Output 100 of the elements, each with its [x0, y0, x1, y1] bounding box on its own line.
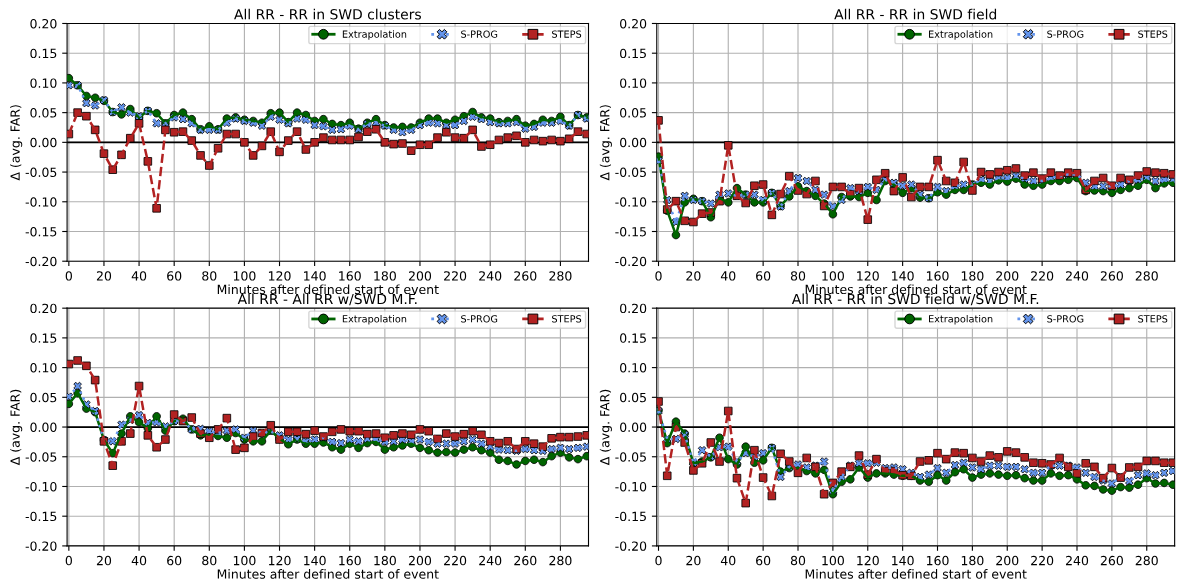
- legend-label: S-PROG: [461, 30, 498, 38]
- x-tick-label: 220: [444, 555, 467, 566]
- x-tick-label: 140: [892, 555, 914, 566]
- legend-label: STEPS: [1138, 315, 1168, 323]
- x-tick-label: 260: [1100, 555, 1123, 566]
- y-tick-label: -0.15: [25, 226, 57, 237]
- x-tick-label: 220: [444, 271, 467, 281]
- y-tick-label: -0.20: [615, 256, 647, 267]
- x-tick-label: 40: [720, 271, 736, 281]
- x-tick-label: 160: [926, 271, 949, 281]
- x-tick-label: 260: [1100, 271, 1123, 281]
- x-tick-label: 200: [996, 555, 1019, 566]
- y-tick-label: 0.00: [30, 137, 57, 148]
- x-tick-label: 160: [339, 555, 361, 566]
- y-tick-label: -0.05: [25, 167, 57, 177]
- y-tick-label: 0.00: [30, 422, 57, 432]
- x-tick-label: 40: [131, 271, 147, 281]
- x-tick-label: 280: [549, 555, 572, 566]
- x-tick-label: 60: [756, 271, 771, 281]
- x-tick-label: 80: [790, 271, 806, 281]
- x-tick-label: 100: [233, 555, 256, 566]
- chart-title: All RR - RR in SWD field w/SWD M.F.: [791, 293, 1039, 306]
- x-tick-label: 240: [1065, 271, 1089, 281]
- y-tick-label: -0.05: [615, 452, 646, 462]
- y-tick-label: 0.20: [30, 303, 57, 314]
- x-tick-label: 200: [408, 271, 432, 281]
- y-tick-label: 0.15: [30, 48, 57, 59]
- x-tick-label: 20: [686, 271, 701, 281]
- legend-label: Extrapolation: [342, 30, 407, 40]
- y-tick-label: -0.10: [615, 481, 647, 492]
- y-tick-label: -0.10: [615, 197, 647, 207]
- x-tick-label: 260: [514, 555, 537, 566]
- chart-title: All RR - RR in SWD clusters: [234, 8, 421, 20]
- legend-label: STEPS: [552, 315, 582, 323]
- x-axis-title: Minutes after defined start of event: [805, 569, 1027, 579]
- x-tick-label: 220: [1031, 271, 1054, 281]
- x-tick-label: 60: [756, 555, 771, 566]
- y-tick-label: 0.20: [620, 303, 647, 314]
- x-tick-label: 20: [686, 555, 701, 566]
- y-tick-label: 0.15: [620, 333, 646, 343]
- x-tick-label: 40: [720, 555, 736, 566]
- x-tick-label: 180: [961, 271, 984, 281]
- x-tick-label: 0: [65, 271, 72, 281]
- x-tick-label: 140: [892, 271, 914, 281]
- x-tick-label: 160: [926, 555, 949, 566]
- y-tick-label: 0.05: [30, 108, 57, 118]
- legend-label: S-PROG: [461, 315, 498, 323]
- legend-label: Extrapolation: [342, 314, 407, 325]
- y-tick-label: 0.10: [620, 363, 647, 373]
- x-tick-label: 240: [1065, 555, 1089, 566]
- y-tick-label: 0.20: [30, 18, 57, 29]
- legend-label: S-PROG: [1047, 30, 1084, 38]
- x-tick-label: 200: [996, 271, 1019, 281]
- y-tick-label: 0.05: [620, 108, 646, 118]
- x-tick-label: 60: [167, 555, 182, 566]
- y-tick-label: -0.20: [25, 256, 57, 267]
- y-tick-label: 0.15: [30, 333, 57, 343]
- x-tick-label: 0: [65, 555, 72, 566]
- y-tick-label: 0.00: [620, 422, 647, 432]
- x-tick-label: 200: [408, 555, 432, 566]
- x-tick-label: 280: [549, 271, 572, 281]
- y-tick-label: 0.10: [30, 363, 57, 373]
- x-tick-label: 180: [961, 555, 984, 566]
- legend-label: Extrapolation: [929, 314, 993, 325]
- y-tick-label: 0.05: [620, 392, 646, 403]
- x-tick-label: 120: [268, 555, 291, 566]
- y-tick-label: -0.15: [615, 511, 646, 522]
- y-tick-label: -0.05: [25, 452, 57, 462]
- x-tick-label: 80: [790, 555, 806, 566]
- y-tick-label: 0.10: [30, 78, 57, 88]
- x-tick-label: 0: [655, 271, 662, 281]
- x-tick-label: 240: [479, 555, 502, 566]
- y-tick-label: 0.00: [620, 137, 647, 148]
- legend-label: STEPS: [1138, 30, 1168, 38]
- y-tick-label: 0.15: [620, 48, 646, 59]
- y-tick-label: -0.20: [25, 541, 57, 551]
- y-tick-label: 0.10: [620, 78, 647, 88]
- x-tick-label: 220: [1031, 555, 1054, 566]
- y-axis-title: Δ (avg. FAR): [599, 105, 612, 181]
- y-axis-title: Δ (avg. FAR): [10, 389, 23, 466]
- x-tick-label: 120: [857, 271, 879, 281]
- x-tick-label: 20: [96, 271, 112, 281]
- y-tick-label: 0.20: [620, 18, 647, 29]
- x-tick-label: 140: [304, 271, 326, 281]
- x-tick-label: 100: [233, 271, 256, 281]
- y-axis-title: Δ (avg. FAR): [10, 105, 23, 181]
- x-axis-title: Minutes after defined start of event: [217, 569, 439, 579]
- x-tick-label: 40: [131, 555, 147, 566]
- y-tick-label: -0.10: [25, 197, 57, 207]
- x-tick-label: 100: [822, 271, 844, 281]
- x-tick-label: 60: [167, 271, 182, 281]
- x-tick-label: 260: [514, 271, 537, 281]
- legend-label: S-PROG: [1047, 315, 1084, 323]
- y-tick-label: -0.20: [615, 541, 647, 551]
- x-tick-label: 140: [304, 555, 326, 566]
- y-tick-label: -0.15: [615, 226, 646, 237]
- y-tick-label: -0.10: [25, 481, 57, 492]
- legend-label: STEPS: [552, 30, 582, 38]
- x-tick-label: 20: [96, 555, 112, 566]
- legend-label: Extrapolation: [929, 30, 993, 40]
